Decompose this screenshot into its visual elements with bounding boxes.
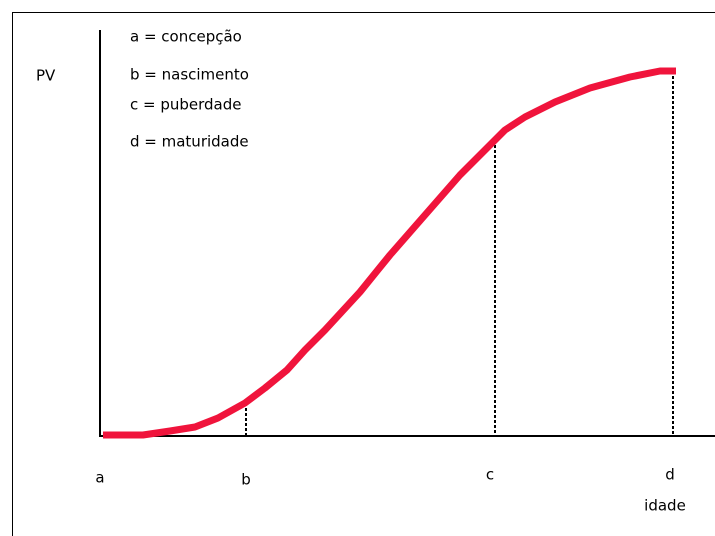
legend-entry: a = concepção bbox=[130, 28, 242, 46]
frame bbox=[12, 12, 715, 536]
point-label: b bbox=[241, 471, 251, 489]
legend-entry: c = puberdade bbox=[130, 96, 242, 114]
legend-entry: d = maturidade bbox=[130, 133, 249, 151]
legend-entry: b = nascimento bbox=[130, 66, 249, 84]
x-label: idade bbox=[644, 497, 686, 515]
growth-curve bbox=[103, 67, 676, 439]
guide-lines bbox=[245, 71, 674, 436]
y-label: PV bbox=[36, 67, 56, 85]
point-label: a bbox=[95, 469, 104, 487]
point-label: c bbox=[486, 466, 494, 484]
point-label: d bbox=[665, 466, 675, 484]
